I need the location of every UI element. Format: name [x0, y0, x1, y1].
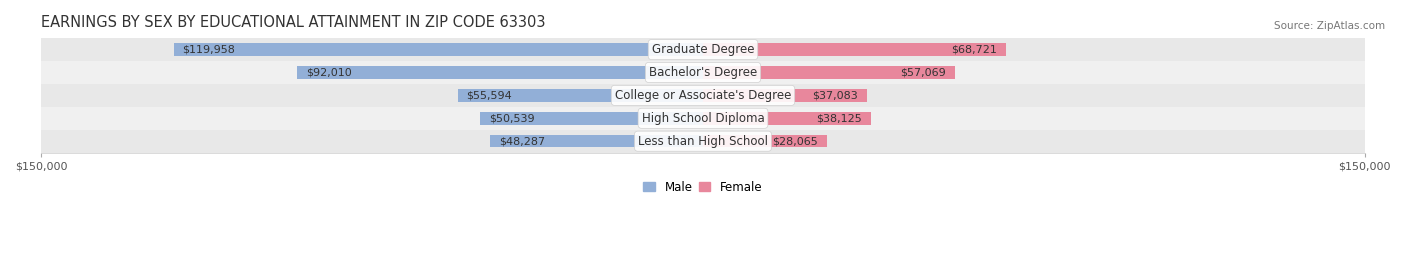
Text: $37,083: $37,083	[813, 90, 858, 100]
Bar	[703, 89, 866, 102]
Text: $92,010: $92,010	[307, 68, 352, 77]
Legend: Male, Female: Male, Female	[638, 176, 768, 198]
Bar	[41, 61, 1365, 84]
Text: $48,287: $48,287	[499, 136, 546, 146]
Text: Less than High School: Less than High School	[638, 135, 768, 148]
Text: Graduate Degree: Graduate Degree	[652, 43, 754, 56]
Text: $50,539: $50,539	[489, 113, 534, 123]
Text: $68,721: $68,721	[952, 44, 997, 55]
Bar	[703, 112, 872, 125]
Text: College or Associate's Degree: College or Associate's Degree	[614, 89, 792, 102]
Bar	[174, 43, 703, 56]
Bar	[458, 89, 703, 102]
Text: $28,065: $28,065	[772, 136, 818, 146]
Bar	[297, 66, 703, 79]
Text: $38,125: $38,125	[817, 113, 862, 123]
Text: $57,069: $57,069	[900, 68, 946, 77]
Bar	[703, 135, 827, 147]
Text: High School Diploma: High School Diploma	[641, 112, 765, 125]
Bar	[479, 112, 703, 125]
Bar	[41, 38, 1365, 61]
Text: $55,594: $55,594	[467, 90, 512, 100]
Text: EARNINGS BY SEX BY EDUCATIONAL ATTAINMENT IN ZIP CODE 63303: EARNINGS BY SEX BY EDUCATIONAL ATTAINMEN…	[41, 15, 546, 30]
Bar	[41, 130, 1365, 153]
Text: Bachelor's Degree: Bachelor's Degree	[650, 66, 756, 79]
Bar	[703, 43, 1007, 56]
Bar	[703, 66, 955, 79]
Text: Source: ZipAtlas.com: Source: ZipAtlas.com	[1274, 21, 1385, 31]
Text: $119,958: $119,958	[183, 44, 235, 55]
Bar	[41, 107, 1365, 130]
Bar	[489, 135, 703, 147]
Bar	[41, 84, 1365, 107]
